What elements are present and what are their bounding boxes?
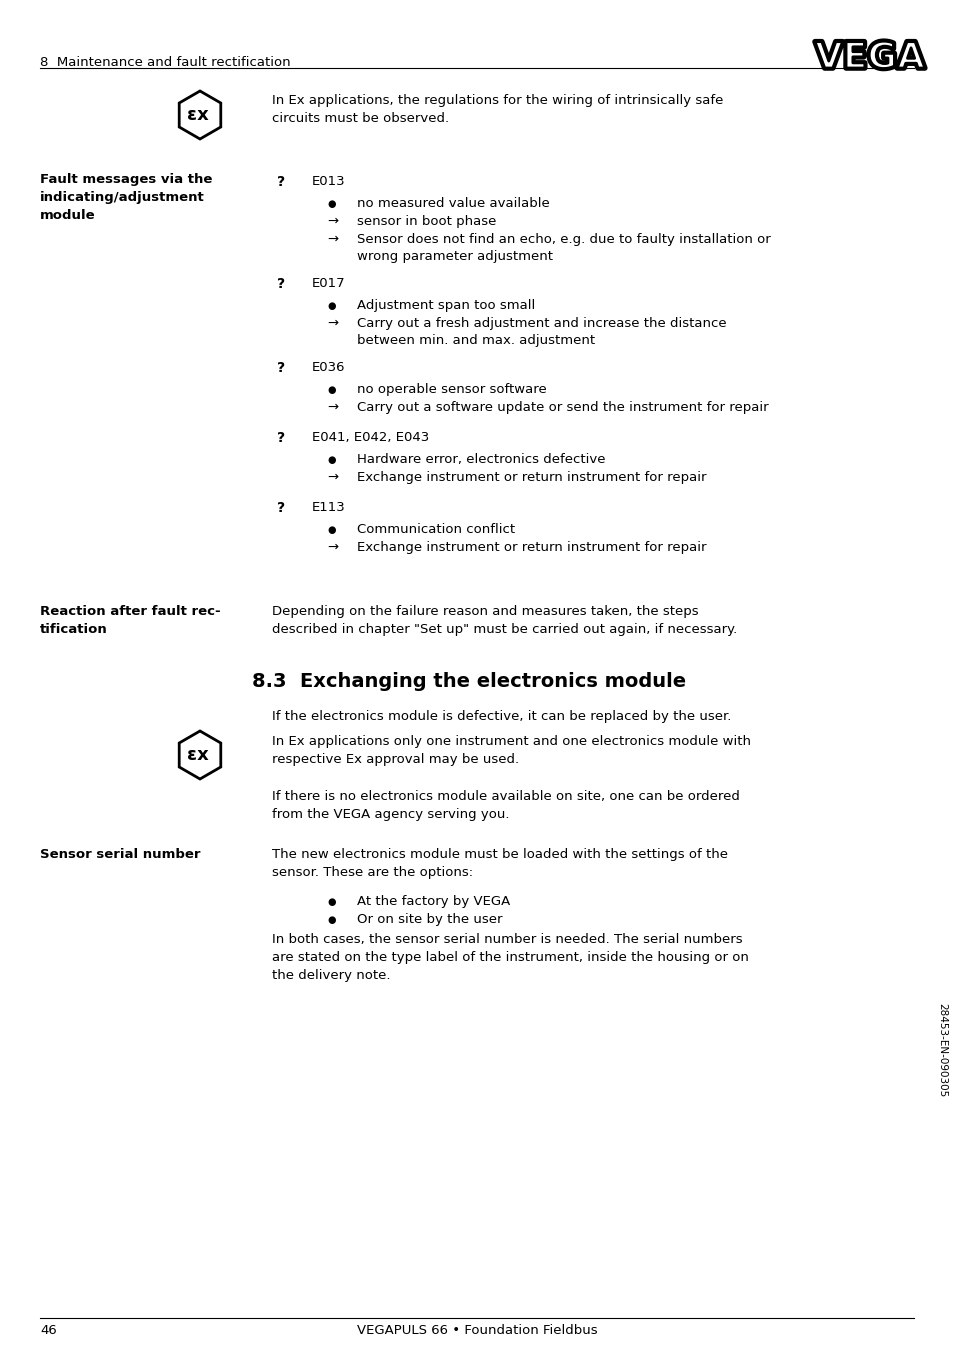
Text: Exchange instrument or return instrument for repair: Exchange instrument or return instrument… <box>356 471 706 483</box>
Text: εx: εx <box>187 106 209 125</box>
Text: Exchange instrument or return instrument for repair: Exchange instrument or return instrument… <box>356 542 706 554</box>
Text: VEGAPULS 66 • Foundation Fieldbus: VEGAPULS 66 • Foundation Fieldbus <box>356 1324 597 1336</box>
Text: In both cases, the sensor serial number is needed. The serial numbers
are stated: In both cases, the sensor serial number … <box>272 933 748 982</box>
Text: Hardware error, electronics defective: Hardware error, electronics defective <box>356 454 605 466</box>
Text: 28453-EN-090305: 28453-EN-090305 <box>936 1003 946 1097</box>
Text: VEGA: VEGA <box>814 41 924 74</box>
Text: Communication conflict: Communication conflict <box>356 523 515 536</box>
Text: →: → <box>327 471 337 483</box>
Text: →: → <box>327 215 337 227</box>
Text: Adjustment span too small: Adjustment span too small <box>356 299 535 311</box>
Text: ?: ? <box>276 501 285 515</box>
Text: ?: ? <box>276 431 285 445</box>
Text: 8.3  Exchanging the electronics module: 8.3 Exchanging the electronics module <box>252 672 685 691</box>
Text: E113: E113 <box>312 501 345 515</box>
Text: The new electronics module must be loaded with the settings of the
sensor. These: The new electronics module must be loade… <box>272 848 727 879</box>
Text: sensor in boot phase: sensor in boot phase <box>356 215 496 227</box>
Text: VEGA: VEGA <box>814 41 924 74</box>
Text: If there is no electronics module available on site, one can be ordered
from the: If there is no electronics module availa… <box>272 789 740 821</box>
Text: no operable sensor software: no operable sensor software <box>356 383 546 395</box>
Text: ?: ? <box>276 278 285 291</box>
Text: E013: E013 <box>312 175 345 188</box>
Text: E017: E017 <box>312 278 345 290</box>
Text: ?: ? <box>276 175 285 190</box>
Text: In Ex applications only one instrument and one electronics module with
respectiv: In Ex applications only one instrument a… <box>272 735 750 766</box>
Text: If the electronics module is defective, it can be replaced by the user.: If the electronics module is defective, … <box>272 709 731 723</box>
Text: At the factory by VEGA: At the factory by VEGA <box>356 895 510 909</box>
Text: ●: ● <box>327 301 335 311</box>
Text: Fault messages via the
indicating/adjustment
module: Fault messages via the indicating/adjust… <box>40 173 213 222</box>
Text: →: → <box>327 317 337 330</box>
Text: Sensor serial number: Sensor serial number <box>40 848 200 861</box>
Text: Carry out a fresh adjustment and increase the distance
between min. and max. adj: Carry out a fresh adjustment and increas… <box>356 317 726 347</box>
Text: εx: εx <box>187 746 209 764</box>
Text: In Ex applications, the regulations for the wiring of intrinsically safe
circuit: In Ex applications, the regulations for … <box>272 93 722 125</box>
Text: →: → <box>327 401 337 414</box>
Text: no measured value available: no measured value available <box>356 196 549 210</box>
Text: ●: ● <box>327 896 335 907</box>
Text: Carry out a software update or send the instrument for repair: Carry out a software update or send the … <box>356 401 768 414</box>
Text: Reaction after fault rec-
tification: Reaction after fault rec- tification <box>40 605 220 636</box>
Text: Sensor does not find an echo, e.g. due to faulty installation or
wrong parameter: Sensor does not find an echo, e.g. due t… <box>356 233 770 263</box>
Text: VEGA: VEGA <box>814 41 924 74</box>
Text: ●: ● <box>327 385 335 395</box>
Text: →: → <box>327 542 337 554</box>
Text: E041, E042, E043: E041, E042, E043 <box>312 431 429 444</box>
Text: ●: ● <box>327 525 335 535</box>
Text: ●: ● <box>327 199 335 209</box>
Text: 46: 46 <box>40 1324 56 1336</box>
Text: Depending on the failure reason and measures taken, the steps
described in chapt: Depending on the failure reason and meas… <box>272 605 737 636</box>
Text: E036: E036 <box>312 362 345 374</box>
Text: →: → <box>327 233 337 246</box>
Text: 8  Maintenance and fault rectification: 8 Maintenance and fault rectification <box>40 56 291 69</box>
Text: Or on site by the user: Or on site by the user <box>356 913 502 926</box>
Text: ●: ● <box>327 915 335 925</box>
Text: ?: ? <box>276 362 285 375</box>
Text: ●: ● <box>327 455 335 464</box>
